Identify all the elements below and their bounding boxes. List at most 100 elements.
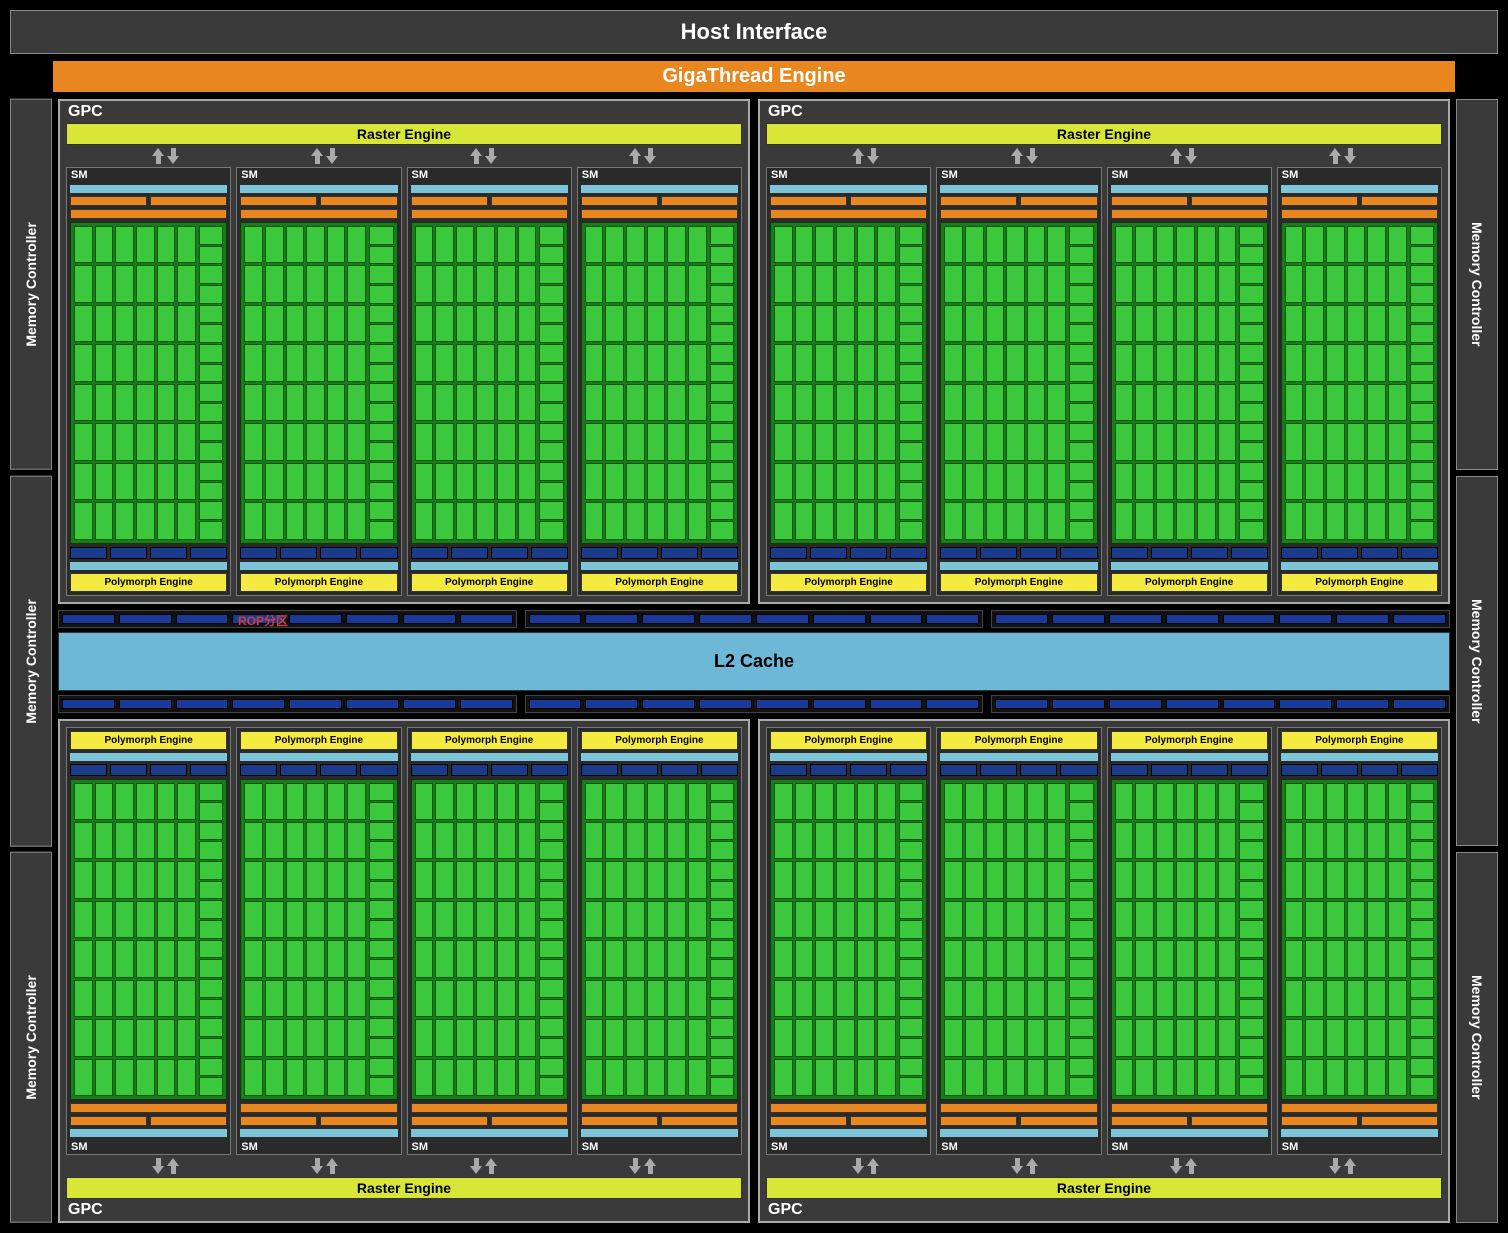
sm-bar-orange-full — [1281, 209, 1438, 219]
memory-controller: Memory Controller — [10, 99, 52, 470]
sm-bar-lblue — [940, 185, 1097, 193]
sm-row: SMPolymorph EngineSMPolymorph EngineSMPo… — [766, 167, 1442, 596]
polymorph-engine: Polymorph Engine — [581, 731, 738, 750]
sm-bar-orange-full — [411, 1103, 568, 1113]
sm-bar-lblue2 — [70, 562, 227, 570]
sm-dblue-row — [70, 547, 227, 559]
sm-bar-lblue — [940, 1129, 1097, 1137]
polymorph-engine: Polymorph Engine — [770, 731, 927, 750]
sm-cores — [1111, 779, 1268, 1101]
sm-dblue-row — [411, 547, 568, 559]
polymorph-engine: Polymorph Engine — [411, 731, 568, 750]
sm-bar-orange-split — [1111, 196, 1268, 206]
sm-bar-lblue2 — [1281, 753, 1438, 761]
polymorph-engine: Polymorph Engine — [240, 731, 397, 750]
sm-bar-orange-full — [770, 1103, 927, 1113]
sm-label: SM — [581, 1140, 738, 1154]
sm-block: SMPolymorph Engine — [936, 727, 1101, 1156]
gpc-label: GPC — [766, 1199, 1442, 1221]
sm-bar-orange-split — [581, 196, 738, 206]
sm-bar-lblue2 — [770, 562, 927, 570]
sm-bar-orange-full — [411, 209, 568, 219]
sm-cores — [940, 222, 1097, 544]
sm-label: SM — [70, 1140, 227, 1154]
sm-bar-lblue2 — [581, 753, 738, 761]
sm-bar-orange-split — [411, 196, 568, 206]
sm-bar-lblue2 — [940, 562, 1097, 570]
sm-block: SM Polymorph Engine — [236, 727, 401, 1156]
sm-block: SMPolymorph Engine — [1277, 167, 1442, 596]
sm-dblue-row — [940, 764, 1097, 776]
l2-cache: L2 Cache — [58, 632, 1450, 691]
sm-label: SM — [411, 1140, 568, 1154]
sm-cores — [1281, 222, 1438, 544]
sm-dblue-row — [1111, 764, 1268, 776]
memory-controller: Memory Controller — [1456, 99, 1498, 470]
arrow-row — [766, 1155, 1442, 1177]
memory-controller: Memory Controller — [10, 476, 52, 847]
core-area: GPC Raster Engine SM Polymorph Engine SM Poly… — [58, 99, 1450, 1223]
sm-cores — [240, 222, 397, 544]
sm-bar-lblue — [411, 185, 568, 193]
raster-engine: Raster Engine — [66, 1177, 742, 1199]
gpu-chip-diagram: Host Interface GigaThread Engine Memory … — [0, 0, 1508, 1233]
sm-bar-orange-split — [770, 196, 927, 206]
sm-label: SM — [240, 168, 397, 182]
rop-group — [991, 610, 1450, 628]
sm-bar-orange-split — [240, 1116, 397, 1126]
sm-bar-lblue2 — [1111, 753, 1268, 761]
polymorph-engine: Polymorph Engine — [581, 573, 738, 592]
sm-block: SM Polymorph Engine — [66, 167, 231, 596]
gpc-row-top: GPCRaster EngineSMPolymorph EngineSMPoly… — [58, 99, 1450, 604]
sm-bar-orange-split — [1111, 1116, 1268, 1126]
sm-dblue-row — [1281, 547, 1438, 559]
sm-bar-lblue — [770, 1129, 927, 1137]
sm-block: SMPolymorph Engine — [66, 727, 231, 1156]
sm-bar-orange-split — [581, 1116, 738, 1126]
sm-dblue-row — [1111, 547, 1268, 559]
sm-cores — [1281, 779, 1438, 1101]
sm-bar-orange-full — [1281, 1103, 1438, 1113]
sm-dblue-row — [770, 547, 927, 559]
sm-bar-lblue2 — [411, 753, 568, 761]
polymorph-engine: Polymorph Engine — [770, 573, 927, 592]
sm-bar-lblue2 — [1281, 562, 1438, 570]
memory-controllers-left: Memory ControllerMemory ControllerMemory… — [10, 99, 52, 1223]
sm-cores — [940, 779, 1097, 1101]
sm-bar-orange-full — [70, 1103, 227, 1113]
sm-bar-orange-split — [1281, 196, 1438, 206]
sm-cores — [581, 779, 738, 1101]
memory-controllers-right: Memory ControllerMemory ControllerMemory… — [1456, 99, 1498, 1223]
sm-bar-orange-full — [240, 1103, 397, 1113]
sm-block: SMPolymorph Engine — [766, 167, 931, 596]
rop-group — [525, 610, 984, 628]
sm-label: SM — [1111, 1140, 1268, 1154]
sm-bar-orange-full — [240, 209, 397, 219]
sm-label: SM — [70, 168, 227, 182]
raster-engine: Raster Engine — [766, 123, 1442, 145]
memory-controller: Memory Controller — [1456, 852, 1498, 1223]
sm-bar-lblue2 — [940, 753, 1097, 761]
sm-bar-orange-split — [1281, 1116, 1438, 1126]
sm-bar-lblue — [1111, 185, 1268, 193]
host-interface: Host Interface — [10, 10, 1498, 54]
gpc-row-bottom: GPC Raster Engine SM Polymorph Engine SM Poly… — [58, 719, 1450, 1224]
sm-bar-lblue2 — [240, 753, 397, 761]
sm-bar-lblue — [1281, 185, 1438, 193]
sm-block: SMPolymorph Engine — [766, 727, 931, 1156]
rop-row-top: ROP分区 — [58, 610, 1450, 628]
sm-bar-orange-full — [70, 209, 227, 219]
gpc: GPCRaster EngineSMPolymorph EngineSMPoly… — [758, 719, 1450, 1224]
sm-block: SMPolymorph Engine — [577, 167, 742, 596]
sm-bar-lblue2 — [770, 753, 927, 761]
polymorph-engine: Polymorph Engine — [70, 573, 227, 592]
polymorph-engine: Polymorph Engine — [940, 731, 1097, 750]
sm-bar-orange-full — [770, 209, 927, 219]
sm-bar-orange-full — [1111, 209, 1268, 219]
sm-bar-lblue — [240, 185, 397, 193]
sm-bar-lblue — [581, 1129, 738, 1137]
sm-bar-orange-split — [70, 1116, 227, 1126]
sm-row: SMPolymorph EngineSMPolymorph EngineSMPo… — [766, 727, 1442, 1156]
polymorph-engine: Polymorph Engine — [1111, 573, 1268, 592]
sm-label: SM — [240, 1140, 397, 1154]
